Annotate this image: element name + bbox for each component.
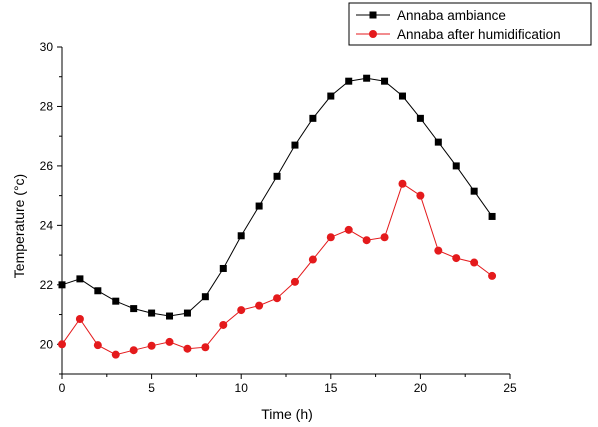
data-point [75, 315, 84, 324]
data-point [308, 255, 317, 264]
x-axis-label: Time (h) [261, 406, 313, 422]
data-point [380, 233, 389, 242]
data-point [112, 297, 120, 305]
data-point [398, 92, 406, 100]
data-point [273, 172, 281, 180]
data-point [434, 246, 443, 255]
data-point [76, 275, 84, 283]
x-tick-label: 20 [414, 381, 428, 395]
data-point [309, 114, 317, 122]
legend: Annaba ambiance Annaba after humidificati… [348, 2, 592, 46]
data-point [398, 179, 407, 188]
legend-marker [369, 11, 377, 19]
data-point [470, 258, 479, 267]
y-tick-label: 26 [40, 159, 54, 173]
data-point [290, 277, 299, 286]
y-tick-label: 20 [40, 337, 54, 351]
x-tick-label: 15 [324, 381, 338, 395]
axis-ticks: 0 5 10 15 20 25 20 22 24 26 28 30 [40, 40, 517, 395]
y-tick-label: 22 [40, 278, 54, 292]
data-point [327, 92, 335, 100]
data-point [255, 202, 263, 210]
series-line [61, 182, 493, 356]
legend-marker [369, 30, 377, 38]
data-point [434, 138, 442, 146]
series-line [61, 77, 493, 317]
data-point [344, 225, 353, 234]
data-point [452, 162, 460, 170]
data-point [130, 305, 138, 313]
data-point [111, 350, 120, 359]
data-point [488, 271, 497, 280]
legend-box [348, 2, 592, 46]
data-point [165, 337, 174, 346]
data-point [58, 281, 66, 289]
data-point [183, 309, 191, 317]
data-point [273, 294, 282, 303]
data-point [470, 187, 478, 195]
data-point [363, 74, 371, 82]
axes [61, 47, 510, 375]
x-tick-label: 25 [503, 381, 517, 395]
data-point [166, 312, 174, 320]
x-tick-label: 5 [148, 381, 155, 395]
data-point [291, 141, 299, 149]
data-point [94, 287, 102, 295]
data-point [183, 344, 192, 353]
data-point [362, 236, 371, 245]
x-tick-label: 10 [235, 381, 249, 395]
data-point [219, 264, 227, 272]
data-point [201, 293, 209, 301]
legend-label: Annaba ambiance [397, 8, 506, 23]
data-point [381, 77, 389, 85]
data-point [326, 233, 335, 242]
data-point [93, 341, 102, 350]
data-point [416, 191, 425, 200]
data-point [416, 114, 424, 122]
data-point [219, 320, 228, 329]
data-point [255, 301, 264, 310]
data-point [58, 340, 66, 349]
data-point [345, 77, 353, 85]
y-tick-label: 24 [40, 218, 54, 232]
data-point [201, 343, 210, 352]
legend-label: Annaba after humidification [397, 27, 561, 42]
data-point [147, 341, 156, 350]
y-axis-label: Temperature (°c) [11, 174, 27, 278]
y-tick-label: 28 [40, 99, 54, 113]
data-point [237, 306, 246, 315]
data-point [237, 232, 245, 240]
series-1 [58, 74, 496, 320]
data-point [452, 254, 461, 263]
data-point [129, 346, 138, 355]
y-tick-label: 30 [40, 40, 54, 54]
data-point [148, 309, 156, 317]
data-point [488, 212, 496, 220]
plot-area [58, 74, 497, 359]
x-tick-label: 0 [59, 381, 66, 395]
series-2 [58, 179, 497, 359]
